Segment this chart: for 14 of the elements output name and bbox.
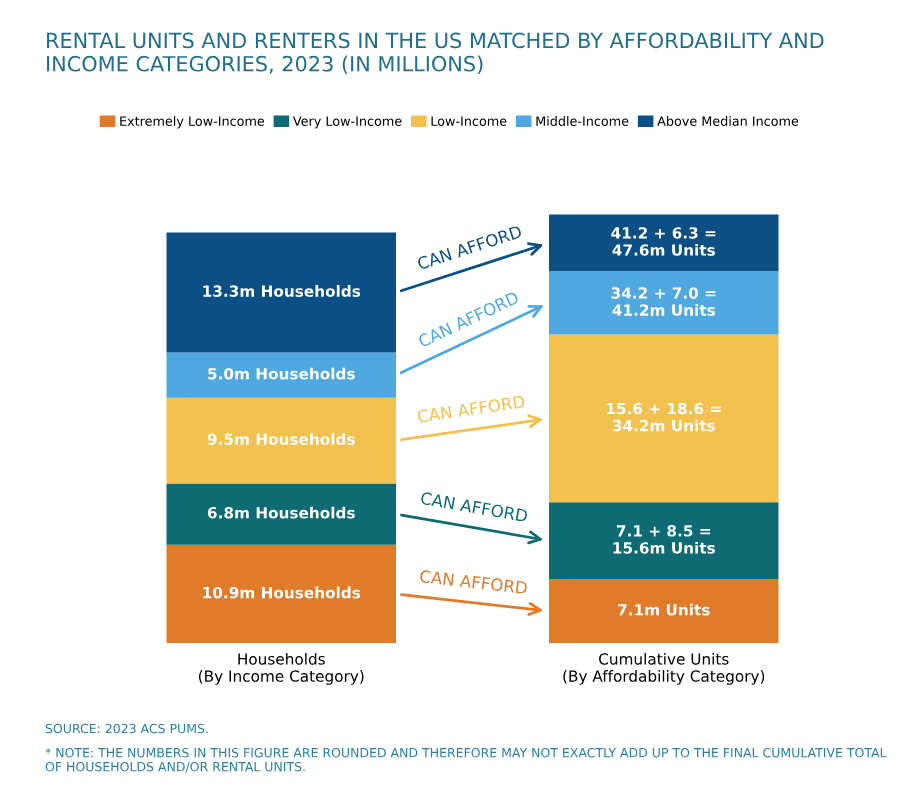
bar [166,544,396,644]
bar [166,352,396,398]
bar [549,271,779,335]
bar [166,232,396,353]
bar [549,502,779,580]
chart-title: RENTAL UNITS AND RENTERS IN THE US MATCHED BY AFFORDABILITY AND INCOME CATEGORIES, 2023 (IN MILLIONS) [47,32,824,75]
annotation: CAN AFFORD [417,395,525,423]
bar [549,214,779,272]
bar [166,397,396,484]
annotation: CAN AFFORD [419,569,528,595]
bar [549,579,779,644]
annotation: CAN AFFORD [420,491,528,523]
bar [549,334,779,503]
bar [166,483,396,545]
